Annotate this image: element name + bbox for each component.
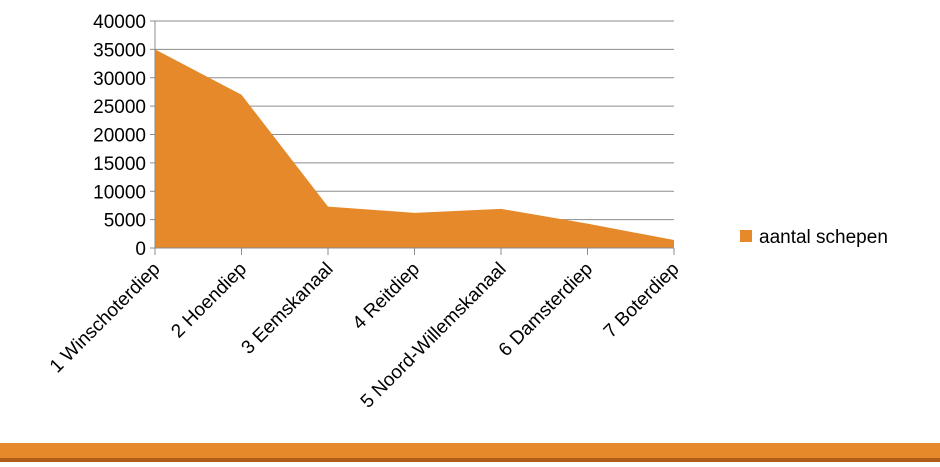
- x-tick-label: 5 Noord-Willemskanaal: [357, 259, 511, 413]
- data-series: [155, 49, 674, 248]
- footer-accent-bar-shadow: [0, 458, 940, 462]
- y-axis-tick-labels: 0 5000 10000 15000 20000 25000 30000 35000 40000: [93, 12, 146, 260]
- x-tick-label: 4 Reitdiep: [349, 259, 424, 334]
- y-tick-label: 20000: [93, 126, 146, 147]
- legend-swatch: [740, 230, 752, 242]
- axes: [150, 20, 675, 255]
- legend: aantal schepen: [740, 227, 888, 248]
- x-tick-label: 1 Winschoterdiep: [46, 259, 165, 378]
- footer-accent-bar: [0, 443, 940, 462]
- y-tick-label: 5000: [104, 211, 146, 232]
- y-tick-label: 25000: [93, 97, 146, 118]
- legend-label: aantal schepen: [759, 227, 888, 248]
- y-tick-label: 30000: [93, 69, 146, 90]
- y-tick-label: 35000: [93, 40, 146, 61]
- x-tick-label: 2 Hoendiep: [167, 259, 251, 343]
- y-tick-label: 15000: [93, 154, 146, 175]
- y-tick-label: 0: [135, 239, 146, 260]
- x-tick-label: 6 Damsterdiep: [495, 259, 597, 361]
- x-tick-label: 7 Boterdiep: [600, 259, 684, 343]
- area-series-aantal-schepen: [155, 49, 674, 248]
- y-tick-label: 40000: [93, 12, 146, 33]
- y-tick-label: 10000: [93, 182, 146, 203]
- x-tick-label: 3 Eemskanaal: [238, 259, 338, 359]
